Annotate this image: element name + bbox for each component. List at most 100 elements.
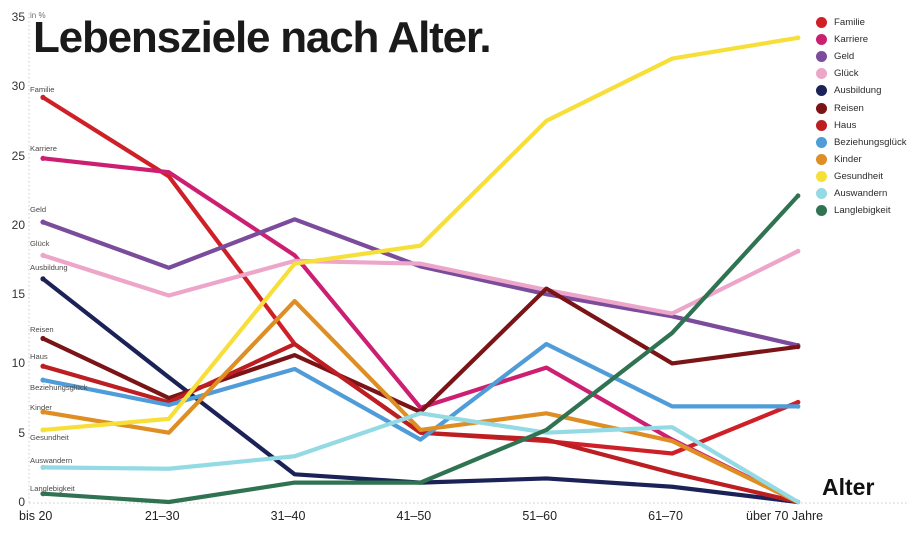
series-end-marker	[795, 399, 801, 405]
series-end-marker	[795, 193, 801, 199]
legend-item-familie[interactable]: Familie	[816, 14, 907, 31]
series-line[interactable]	[40, 341, 801, 505]
y-axis-unit-label: in %	[30, 11, 46, 20]
legend-color-swatch-icon	[816, 187, 827, 199]
series-start-marker	[40, 491, 46, 497]
series-start-marker	[40, 155, 46, 161]
series-langlebigkeit[interactable]	[40, 193, 801, 505]
series-inline-label: Familie	[30, 85, 55, 94]
series-start-marker	[40, 276, 46, 282]
x-axis-tick: bis 20	[19, 509, 53, 523]
legend-item-label: Gesundheit	[834, 170, 884, 182]
legend-item-label: Langlebigkeit	[834, 205, 891, 217]
series-inline-label: Beziehungsglück	[30, 383, 88, 392]
legend-item-label: Geld	[834, 51, 855, 63]
series-inline-label: Glück	[30, 239, 50, 248]
legend-item-gl-ck[interactable]: Glück	[816, 65, 907, 82]
legend-item-reisen[interactable]: Reisen	[816, 99, 907, 116]
x-axis-tick: 21–30	[144, 509, 180, 523]
series-gl-ck[interactable]	[40, 249, 801, 316]
legend-color-swatch-icon	[816, 51, 827, 63]
series-inline-label: Reisen	[30, 325, 54, 334]
legend-item-label: Kinder	[834, 153, 862, 165]
series-inline-label: Karriere	[30, 144, 58, 153]
legend-item-label: Haus	[834, 119, 857, 131]
series-start-marker	[40, 409, 46, 415]
y-axis-tick: 0	[18, 495, 25, 509]
y-axis-tick: 20	[11, 217, 25, 232]
legend-item-label: Familie	[834, 17, 865, 29]
series-start-marker	[40, 427, 46, 433]
series-line[interactable]	[40, 249, 801, 316]
x-axis-tick: 31–40	[270, 509, 306, 523]
legend-color-swatch-icon	[816, 119, 827, 131]
series-end-marker	[795, 344, 801, 350]
series-gesundheit[interactable]	[40, 35, 801, 433]
legend-item-ausbildung[interactable]: Ausbildung	[816, 82, 907, 99]
legend-item-haus[interactable]: Haus	[816, 117, 907, 134]
series-beziehungsgl-ck[interactable]	[40, 341, 801, 442]
series-line[interactable]	[40, 193, 801, 505]
y-axis-tick: 10	[11, 356, 25, 371]
series-inline-label: Geld	[30, 205, 47, 214]
series-start-marker	[40, 94, 46, 100]
legend-color-swatch-icon	[816, 170, 827, 182]
series-line[interactable]	[40, 35, 801, 433]
y-axis-tick: 5	[18, 425, 25, 440]
series-end-marker	[795, 403, 801, 409]
series-inline-label: Auswandern	[30, 456, 73, 465]
y-axis-tick: 15	[11, 287, 25, 302]
x-axis-tick: über 70 Jahre	[746, 509, 824, 523]
legend-color-swatch-icon	[816, 102, 827, 114]
series-start-marker	[40, 252, 46, 258]
x-axis-title: Alter	[822, 474, 875, 500]
series-inline-label: Kinder	[30, 403, 52, 412]
series-end-marker	[795, 35, 801, 41]
legend-item-label: Reisen	[834, 102, 864, 114]
legend-item-gesundheit[interactable]: Gesundheit	[816, 168, 907, 185]
series-line[interactable]	[40, 341, 801, 442]
legend-item-auswandern[interactable]: Auswandern	[816, 185, 907, 202]
legend-color-swatch-icon	[816, 136, 827, 148]
legend-color-swatch-icon	[816, 17, 827, 29]
x-axis-tick: 51–60	[522, 509, 558, 523]
series-inline-label: Haus	[30, 352, 48, 361]
x-axis-tick: 61–70	[648, 509, 683, 523]
page-title: Lebensziele nach Alter.	[33, 13, 492, 62]
legend-item-label: Ausbildung	[834, 85, 882, 97]
series-end-marker	[795, 248, 801, 254]
series-start-marker	[40, 464, 46, 470]
legend-color-swatch-icon	[816, 153, 827, 165]
y-axis-tick: 25	[11, 148, 25, 163]
x-axis-tick: 41–50	[396, 509, 432, 523]
legend-item-beziehungsgl-ck[interactable]: Beziehungsglück	[816, 134, 907, 151]
legend-color-swatch-icon	[816, 68, 827, 80]
series-start-marker	[40, 219, 46, 225]
legend-item-label: Glück	[834, 68, 859, 80]
series-auswandern[interactable]	[40, 411, 801, 505]
series-geld[interactable]	[40, 217, 801, 348]
series-line[interactable]	[40, 411, 801, 505]
y-axis-tick: 35	[11, 10, 25, 24]
legend-item-karriere[interactable]: Karriere	[816, 31, 907, 48]
legend-item-geld[interactable]: Geld	[816, 48, 907, 65]
series-haus[interactable]	[40, 341, 801, 505]
series-line[interactable]	[40, 298, 801, 505]
legend-item-label: Auswandern	[834, 187, 888, 199]
legend-item-langlebigkeit[interactable]: Langlebigkeit	[816, 202, 907, 219]
series-inline-label: Ausbildung	[30, 263, 68, 272]
y-axis-tick: 30	[11, 79, 25, 94]
series-line[interactable]	[40, 217, 801, 348]
legend-item-label: Beziehungsglück	[834, 136, 907, 148]
legend-color-swatch-icon	[816, 205, 827, 217]
series-start-marker	[40, 377, 46, 383]
series-kinder[interactable]	[40, 298, 801, 505]
series-inline-label: Gesundheit	[30, 433, 69, 442]
series-start-marker	[40, 335, 46, 342]
legend-item-kinder[interactable]: Kinder	[816, 151, 907, 168]
legend-color-swatch-icon	[816, 34, 827, 46]
legend-item-label: Karriere	[834, 34, 869, 46]
series-inline-label: Langlebigkeit	[30, 484, 75, 493]
